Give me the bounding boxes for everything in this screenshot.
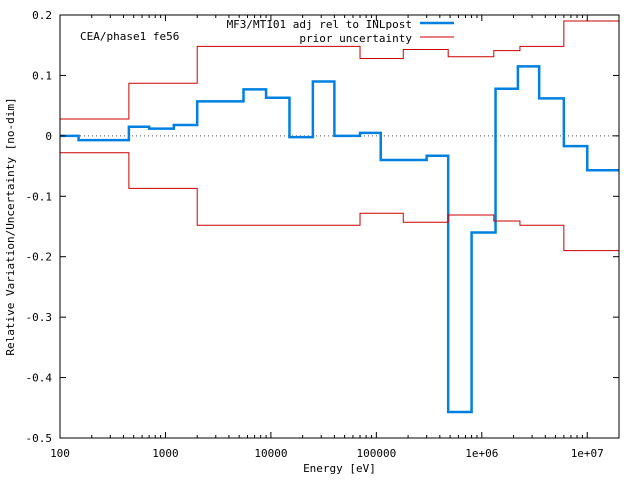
series-prior-uncertainty-lower <box>60 152 619 252</box>
y-tick-label: -0.4 <box>26 372 53 385</box>
y-tick-label: 0.2 <box>32 9 52 22</box>
y-tick-label: -0.5 <box>26 432 53 445</box>
x-tick-label: 100 <box>50 447 70 460</box>
legend: MF3/MT101 adj rel to INLpost prior uncer… <box>227 18 454 45</box>
series-adjustment <box>60 65 619 414</box>
y-tick-label: 0.1 <box>32 69 52 82</box>
x-tick-label: 1e+07 <box>571 447 604 460</box>
y-tick-label: -0.1 <box>26 190 53 203</box>
tick-label-layer: -0.5 -0.4 -0.3 -0.2 -0.1 0 0.1 0.2 100 1000 10000 1… <box>26 9 604 460</box>
legend-label-adjustment: MF3/MT101 adj rel to INLpost <box>227 18 412 31</box>
x-tick-label: 1e+06 <box>465 447 498 460</box>
x-tick-label: 10000 <box>254 447 287 460</box>
tick-layer <box>59 14 620 439</box>
plot-frame <box>59 14 620 439</box>
y-tick-label: 0 <box>45 130 52 143</box>
series-layer <box>60 20 619 414</box>
y-tick-label: -0.2 <box>26 251 53 264</box>
x-tick-label: 1000 <box>152 447 179 460</box>
chart-annotation: CEA/phase1 fe56 <box>80 30 179 43</box>
legend-label-prior-uncertainty: prior uncertainty <box>299 32 412 45</box>
x-axis-label: Energy [eV] <box>303 462 376 475</box>
x-tick-label: 100000 <box>356 447 396 460</box>
series-prior-uncertainty-upper <box>60 20 619 120</box>
y-axis-label: Relative Variation/Uncertainty [no-dim] <box>4 97 17 355</box>
y-tick-label: -0.3 <box>26 311 53 324</box>
